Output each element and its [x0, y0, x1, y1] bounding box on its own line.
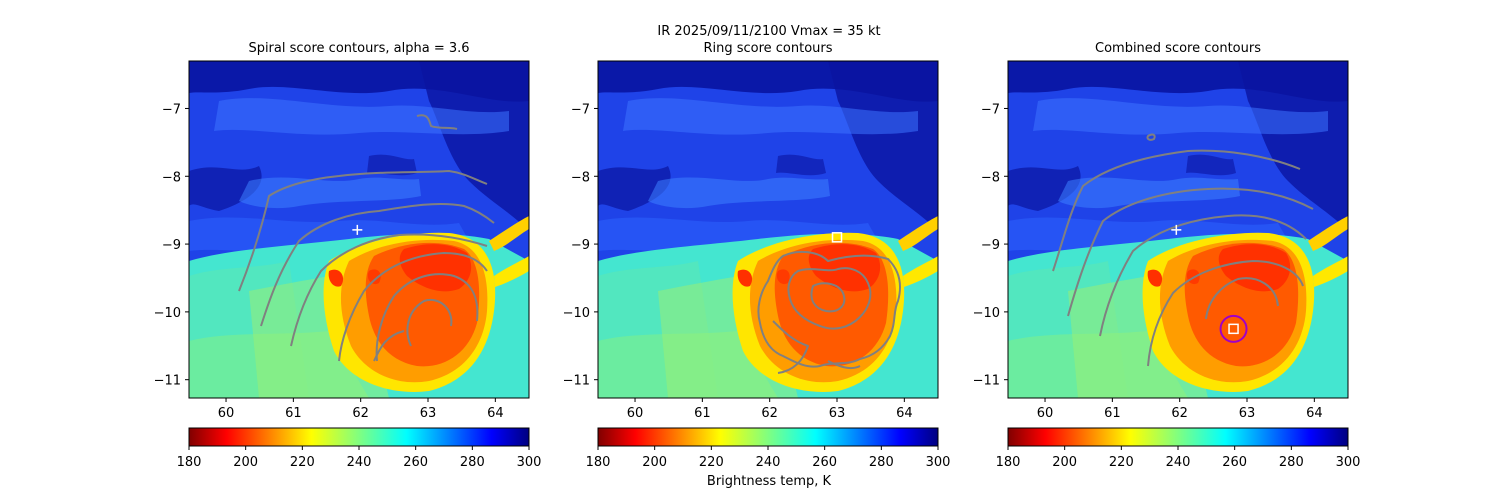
score-contour	[810, 282, 846, 313]
colorbar-tick-label: 200	[233, 455, 258, 470]
x-tick-label: 61	[285, 406, 302, 421]
colorbar-tick-label: 220	[699, 455, 724, 470]
colorbar-tick-label: 280	[460, 455, 485, 470]
ring-colorbar: 180 200 220 240 260 280 300	[586, 427, 951, 470]
colorbar-tick-label: 260	[403, 455, 428, 470]
colorbar-tick-label: 180	[586, 455, 611, 470]
panel-title: Spiral score contours, alpha = 3.6	[248, 41, 469, 56]
spiral-colorbar: 180 200 220 240 260 280 300	[177, 427, 542, 470]
colorbar-tick-label: 200	[642, 455, 667, 470]
center-plus-marker	[352, 224, 363, 235]
score-contour	[375, 273, 479, 362]
y-tick-label: −11	[154, 374, 181, 389]
y-tick-label: −9	[981, 238, 1000, 253]
ring-panel: Ring score contours 60 61 62 63 64 −7 −8 −9 −10 −1…	[563, 41, 939, 421]
plot-frame	[188, 60, 530, 399]
colorbar-tick-label: 180	[177, 455, 202, 470]
colorbar-tick-label: 200	[1052, 455, 1077, 470]
colorbar-gradient	[597, 427, 939, 447]
x-tick-label: 63	[829, 406, 846, 421]
colorbar-gradient	[188, 427, 530, 447]
y-tick-label: −7	[162, 102, 181, 117]
score-contour	[827, 360, 861, 370]
y-tick-label: −8	[981, 170, 1000, 185]
y-tick-label: −8	[571, 170, 590, 185]
plot-frame	[1007, 60, 1349, 399]
x-tick-label: 63	[1239, 406, 1256, 421]
colorbar-tick-label: 300	[1336, 455, 1361, 470]
y-tick-label: −7	[981, 102, 1000, 117]
colorbar-tick-label: 220	[290, 455, 315, 470]
x-tick-label: 60	[1037, 406, 1054, 421]
x-tick-label: 64	[896, 406, 913, 421]
colorbar-tick-label: 280	[1279, 455, 1304, 470]
figure-suptitle: IR 2025/09/11/2100 Vmax = 35 kt	[657, 24, 880, 39]
y-tick-label: −10	[154, 306, 181, 321]
spiral-panel: Spiral score contours, alpha = 3.6 60 61 62…	[154, 41, 530, 421]
panel-title: Combined score contours	[1095, 41, 1261, 56]
y-tick-label: −9	[571, 238, 590, 253]
center-square-marker	[831, 232, 843, 243]
score-contour	[1052, 149, 1301, 272]
y-tick-label: −11	[563, 374, 590, 389]
score-contour	[406, 298, 453, 347]
colorbar-label: Brightness temp, K	[707, 474, 832, 489]
colorbar-tick-label: 260	[812, 455, 837, 470]
colorbar-tick-label: 300	[926, 455, 951, 470]
y-tick-label: −9	[162, 238, 181, 253]
score-contour	[1067, 187, 1314, 317]
score-contour	[290, 233, 488, 347]
colorbar-tick-label: 180	[996, 455, 1021, 470]
score-contour	[787, 267, 872, 330]
score-contour	[338, 252, 488, 362]
y-tick-label: −10	[563, 306, 590, 321]
x-tick-label: 60	[627, 406, 644, 421]
colorbar-tick-label: 220	[1109, 455, 1134, 470]
panel-title: Ring score contours	[703, 41, 832, 56]
x-tick-label: 64	[1306, 406, 1323, 421]
score-contour	[416, 114, 458, 130]
colorbar-gradient	[1007, 427, 1349, 447]
score-contour	[238, 170, 488, 292]
colorbar-tick-label: 240	[756, 455, 781, 470]
center-plus-marker	[1171, 224, 1182, 235]
score-contour	[772, 320, 809, 374]
center-square-marker	[1228, 323, 1239, 335]
y-tick-label: −10	[973, 306, 1000, 321]
colorbar-tick-label: 240	[1166, 455, 1191, 470]
score-contour	[1146, 133, 1156, 141]
x-tick-label: 60	[218, 406, 235, 421]
colorbar-tick-label: 260	[1222, 455, 1247, 470]
brightness-temp-field	[598, 61, 938, 398]
colorbar-tick-label: 240	[347, 455, 372, 470]
combined-panel: Combined score contours 60 61 62 63 64 −7 −8 −9 −…	[973, 41, 1349, 421]
score-contour	[757, 250, 901, 368]
colorbar-tick-label: 280	[869, 455, 894, 470]
combined-colorbar: 180 200 220 240 260 280 300	[996, 427, 1361, 470]
y-tick-label: −8	[162, 170, 181, 185]
y-tick-label: −7	[571, 102, 590, 117]
x-tick-label: 63	[420, 406, 437, 421]
x-tick-label: 61	[694, 406, 711, 421]
x-tick-label: 62	[1171, 406, 1188, 421]
x-tick-label: 61	[1104, 406, 1121, 421]
score-contour	[1205, 277, 1279, 320]
x-tick-label: 64	[487, 406, 504, 421]
score-contour	[260, 202, 495, 327]
score-contour	[1147, 260, 1304, 367]
y-tick-label: −11	[973, 374, 1000, 389]
colorbar-tick-label: 300	[517, 455, 542, 470]
score-contour	[373, 330, 405, 362]
x-tick-label: 62	[352, 406, 369, 421]
center-circle-marker	[1219, 314, 1248, 343]
x-tick-label: 62	[761, 406, 778, 421]
plot-frame	[597, 60, 939, 399]
